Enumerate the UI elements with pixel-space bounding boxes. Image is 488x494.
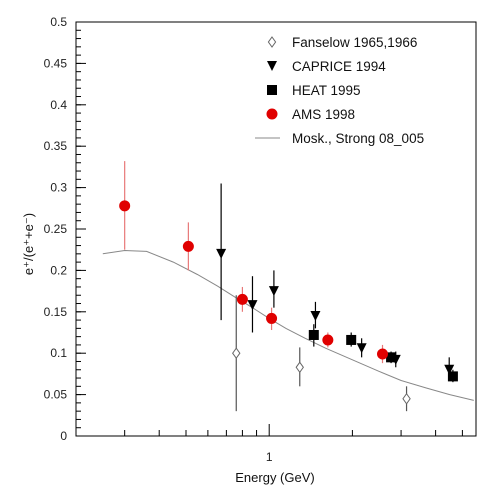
data-point: [236, 293, 248, 305]
legend-marker: [267, 36, 277, 48]
data-point: [310, 310, 321, 321]
model-curve-layer: [102, 249, 474, 401]
data-point: [266, 312, 278, 324]
data-point: [268, 286, 279, 297]
data-point: [356, 343, 367, 354]
data-point: [182, 240, 194, 252]
data-point: [444, 364, 455, 375]
y-tick-label: 0.3: [50, 181, 67, 195]
legend-marker: [267, 61, 277, 71]
y-tick-label: 0.5: [50, 15, 67, 29]
y-tick-label: 0.4: [50, 98, 67, 112]
y-tick-label: 0: [60, 429, 67, 443]
y-tick-label: 0.2: [50, 263, 67, 277]
y-tick-label: 0.45: [44, 56, 68, 70]
data-point: [247, 300, 258, 311]
y-tick-label: 0.15: [44, 305, 68, 319]
y-tick-label: 0.05: [44, 388, 68, 402]
data-point: [447, 371, 458, 382]
y-tick-label: 0.1: [50, 346, 67, 360]
legend-label: AMS 1998: [292, 107, 355, 122]
plot-frame: [75, 21, 477, 437]
data-point: [377, 348, 389, 360]
data-point: [216, 248, 227, 259]
data-point: [295, 361, 304, 374]
y-tick-label: 0.35: [44, 139, 68, 153]
y-tick-label: 0.25: [44, 222, 68, 236]
legend-label: Fanselow 1965,1966: [292, 35, 417, 50]
axes-layer: 0 0.05 0.1 0.15 0.2 0.25 0.3 0.35 0.4 0.45 0.5 1: [44, 15, 463, 464]
data-point: [386, 352, 397, 363]
legend-label: CAPRICE 1994: [292, 59, 386, 74]
legend-marker: [267, 85, 277, 95]
data-point: [322, 334, 334, 346]
data-point: [402, 392, 411, 405]
data-point: [308, 329, 319, 340]
y-axis-title: e⁺/(e⁺+e⁻): [21, 213, 36, 275]
data-points-layer: [119, 161, 458, 412]
legend: Fanselow 1965,1966 CAPRICE 1994 HEAT 1995 A…: [255, 35, 424, 146]
data-point: [346, 334, 357, 345]
x-tick-label: 1: [266, 450, 273, 464]
data-point: [232, 347, 241, 360]
legend-marker: [266, 108, 278, 120]
legend-label: Mosk., Strong 08_005: [292, 131, 424, 146]
legend-label: HEAT 1995: [292, 83, 361, 98]
x-axis-title: Energy (GeV): [235, 470, 314, 485]
model-curve: [102, 249, 474, 401]
data-point: [119, 200, 131, 212]
